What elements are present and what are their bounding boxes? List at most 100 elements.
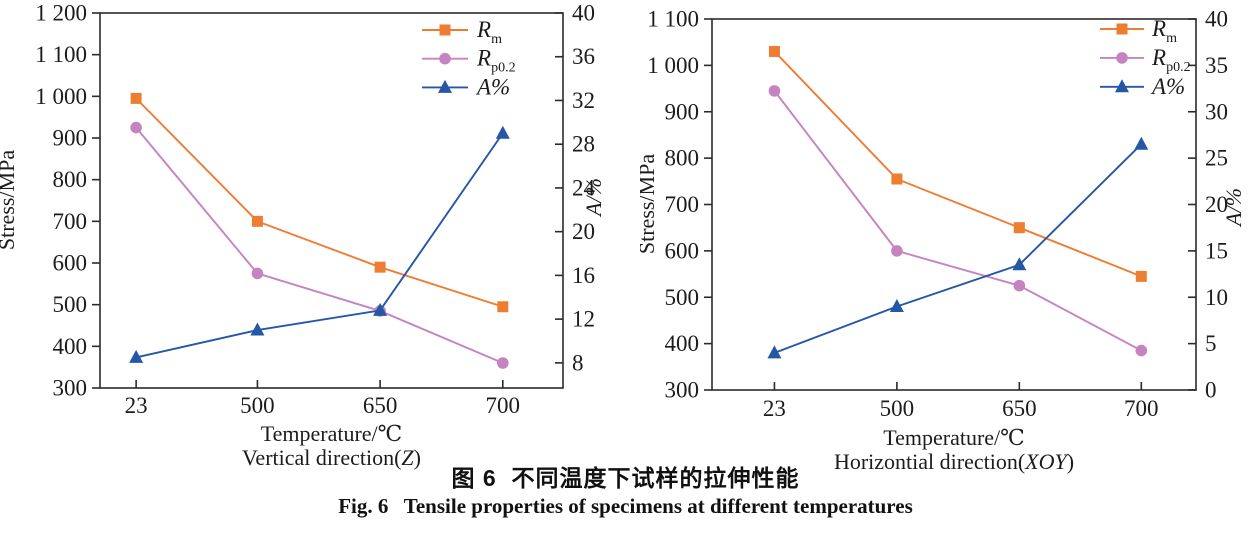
data-point-Rm-700	[497, 301, 509, 313]
y-left-tick-label: 800	[665, 146, 700, 171]
data-point-Rm-650	[374, 261, 386, 273]
data-point-Rm-500	[251, 215, 263, 227]
y-left-tick-label: 300	[665, 378, 700, 403]
y-left-tick-label: 300	[53, 376, 88, 401]
data-point-Rp0.2-700	[1135, 344, 1148, 357]
y-left-tick-label: 500	[53, 292, 88, 317]
y-right-tick-label: 30	[1205, 99, 1228, 124]
y-left-tick-label: 600	[53, 251, 88, 276]
y-left-tick-label: 700	[53, 209, 88, 234]
y-right-tick-label: 5	[1205, 331, 1217, 356]
y-left-tick-label: 700	[665, 192, 700, 217]
y-left-tick-label: 500	[665, 285, 700, 310]
y-left-tick-label: 1 000	[647, 53, 699, 78]
y-right-tick-label: 8	[572, 350, 584, 375]
y-right-tick-label: 20	[1205, 192, 1228, 217]
y-axis-right-title: A/%	[1221, 188, 1246, 228]
data-point-Rp0.2-700	[497, 357, 509, 369]
y-left-tick-label: 1 100	[35, 42, 87, 67]
data-point-Rm-650	[1013, 222, 1025, 234]
legend-label: A%	[1150, 74, 1185, 99]
data-point-A%-650	[1012, 257, 1027, 271]
legend-marker-circle	[1116, 52, 1128, 64]
x-axis-title: Temperature/℃	[261, 421, 403, 446]
legend-label: Rp0.2	[1151, 45, 1191, 75]
legend-item-Rp0.2: Rp0.2	[422, 46, 516, 76]
data-point-Rp0.2-23	[130, 121, 142, 134]
y-right-tick-label: 40	[1205, 7, 1228, 32]
data-point-A%-23	[129, 349, 144, 363]
data-point-Rp0.2-500	[891, 245, 903, 257]
data-point-A%-500	[250, 322, 265, 336]
y-left-tick-label: 400	[665, 331, 700, 356]
series-line-Rp0.2	[135, 126, 504, 364]
y-right-tick-label: 36	[572, 44, 595, 69]
series-Rp0.2	[768, 85, 1148, 357]
y-left-tick-label: 1 100	[647, 7, 699, 32]
data-point-A%-700	[1134, 136, 1149, 150]
legend-item-A%: A%	[1100, 74, 1185, 99]
figure-caption-english: Fig. 6 Tensile properties of specimens a…	[338, 494, 913, 518]
series-line-Rp0.2	[773, 90, 1142, 352]
y-left-tick-label: 900	[665, 99, 700, 124]
data-point-Rm-500	[891, 173, 903, 185]
plot-border	[99, 12, 564, 389]
y-left-tick-label: 900	[53, 126, 88, 151]
x-tick-label: 700	[1124, 396, 1159, 421]
x-axis: 23 500 650 700	[125, 380, 520, 418]
y-axis-left-title: Stress/MPa	[0, 150, 19, 250]
data-point-Rp0.2-500	[251, 267, 264, 280]
x-tick-label: 23	[763, 396, 786, 421]
figure-caption-chinese: 图 6 不同温度下试样的拉伸性能	[451, 465, 800, 491]
legend-marker-triangle	[438, 79, 452, 93]
data-point-Rm-700	[1135, 270, 1147, 282]
legend-label: Rm	[1151, 16, 1177, 46]
y-left-tick-label: 800	[53, 167, 88, 192]
y-right-tick-label: 15	[1205, 238, 1228, 263]
y-right-tick-label: 0	[1205, 378, 1217, 403]
legend-marker-square	[1116, 23, 1128, 35]
y-right-tick-label: 24	[572, 175, 596, 200]
y-left-tick-label: 400	[53, 334, 88, 359]
plot-border	[711, 18, 1197, 391]
legend-item-Rm: Rm	[422, 17, 502, 47]
x-tick-label: 500	[880, 396, 915, 421]
series-Rm	[768, 45, 1147, 282]
series-line-Rm	[135, 97, 504, 308]
legend-label: Rm	[476, 17, 502, 47]
y-right-tick-label: 20	[572, 219, 595, 244]
data-point-Rm-23	[768, 45, 780, 57]
y-right-tick-label: 12	[572, 307, 595, 332]
x-tick-label: 700	[486, 393, 521, 418]
y-right-tick-label: 16	[572, 263, 595, 288]
direction-label: Vertical direction(Z)	[242, 445, 421, 470]
y-right-tick-label: 28	[572, 132, 595, 157]
y-axis-right: 8 12 16 20 24 28 32 36 40	[555, 1, 596, 375]
data-point-A%-700	[495, 125, 510, 139]
legend-label: A%	[475, 74, 510, 99]
y-axis-right: 0 5 10 15 20 25 30 35 40	[1188, 7, 1228, 403]
data-point-A%-500	[889, 299, 904, 313]
data-point-A%-23	[767, 345, 782, 359]
y-right-tick-label: 32	[572, 88, 595, 113]
x-tick-label: 650	[1002, 396, 1037, 421]
y-axis-left: 300 400 500 600 700 800 900 1 000 1 100	[647, 7, 712, 403]
series-line-A%	[135, 132, 504, 359]
chart-vertical-direction: 300 400 500 600 700 800 900 1 000 1 100 1 200 8 12 1…	[0, 1, 606, 471]
y-axis-left-title: Stress/MPa	[640, 154, 659, 254]
legend-marker-square	[439, 24, 451, 36]
y-right-tick-label: 40	[572, 1, 595, 26]
direction-label: Horizontial direction(XOY)	[834, 449, 1074, 474]
data-point-Rm-23	[130, 92, 142, 104]
x-tick-label: 650	[363, 393, 398, 418]
y-axis-right-title: A/%	[581, 178, 606, 218]
x-tick-label: 23	[125, 393, 148, 418]
data-point-A%-650	[373, 302, 388, 316]
series-line-Rm	[773, 50, 1142, 278]
x-axis: 23 500 650 700	[763, 382, 1159, 421]
y-axis-left: 300 400 500 600 700 800 900 1 000 1 100 1 200	[35, 1, 100, 401]
legend-marker-triangle	[1115, 79, 1129, 93]
